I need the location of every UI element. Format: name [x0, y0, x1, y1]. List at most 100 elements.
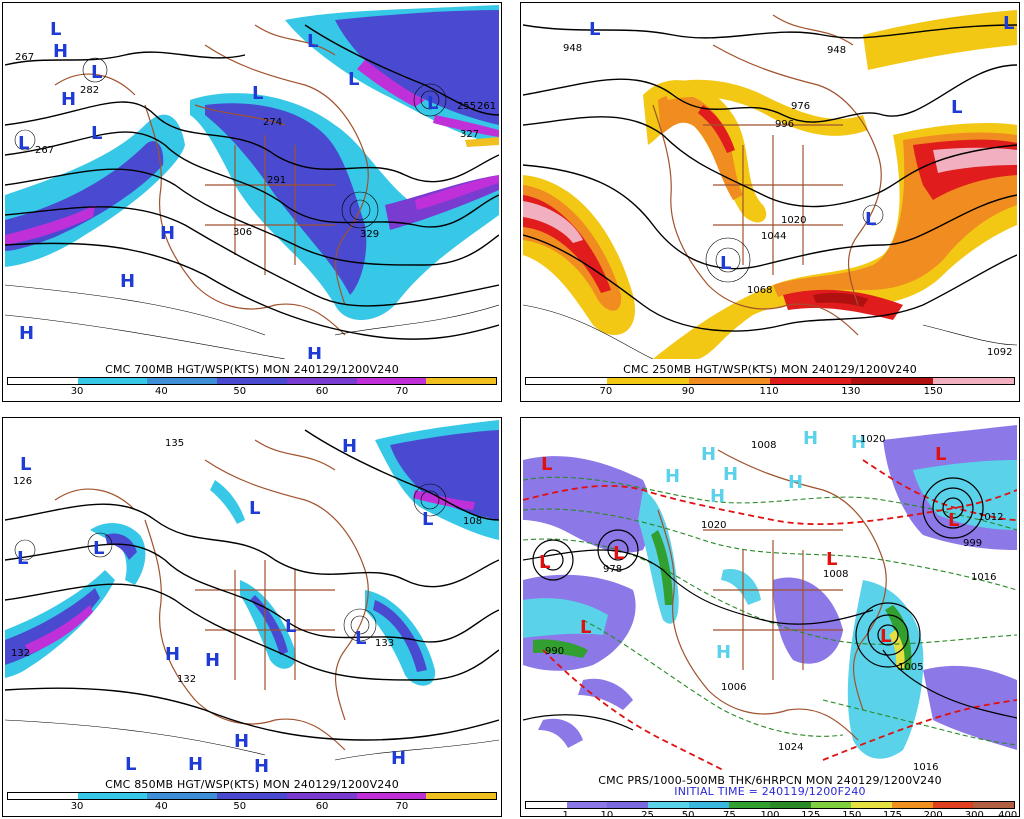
scale-tick: 300 — [964, 810, 984, 817]
map-caption: CMC 250MB HGT/WSP(KTS) MON 240129/1200V2… — [623, 363, 917, 376]
contour-value: 291 — [267, 175, 286, 186]
high-marker: H — [160, 223, 175, 244]
scale-tick: 40 — [154, 801, 168, 812]
low-marker: L — [50, 19, 61, 40]
low-marker: L — [355, 628, 366, 649]
scale-tick: 50 — [233, 386, 247, 397]
contour-value: 135 — [165, 438, 184, 449]
low-marker: L — [865, 209, 876, 230]
map-caption: CMC PRS/1000-500MB THK/6HRPCN MON 240129… — [598, 774, 942, 787]
contour-value: 327 — [460, 129, 479, 140]
map-caption: CMC 850MB HGT/WSP(KTS) MON 240129/1200V2… — [105, 778, 399, 791]
high-marker: H — [120, 271, 135, 292]
low-marker: L — [348, 69, 359, 90]
map-850mb: L H L L L L L L H H H L H H H 135 126 10… — [5, 420, 499, 774]
high-marker: H — [205, 650, 220, 671]
scale-tick: 25 — [641, 810, 654, 817]
low-marker: L — [880, 626, 891, 647]
scale-tick: 50 — [681, 810, 695, 817]
contour-value: 274 — [263, 117, 282, 128]
scale-tick: 10 — [600, 810, 614, 817]
low-marker: L — [613, 543, 624, 564]
scale-tick: 40 — [154, 386, 168, 397]
high-marker: H — [710, 486, 725, 507]
low-marker: L — [589, 19, 600, 40]
contour-value: 126 — [13, 476, 32, 487]
scale-tick: 50 — [233, 801, 247, 812]
contour-value: 1020 — [860, 434, 885, 445]
contour-value: 976 — [791, 101, 810, 112]
contour-value: 267 — [35, 145, 54, 156]
low-marker: L — [580, 617, 591, 638]
scale-tick: 75 — [722, 810, 736, 817]
low-marker: L — [125, 754, 136, 774]
panel-850mb: L H L L L L L L H H H L H H H 135 126 10… — [2, 417, 502, 817]
contour-value: 132 — [177, 674, 196, 685]
low-marker: L — [935, 444, 946, 465]
color-scale: 30 40 50 60 70 — [7, 792, 497, 812]
contour-value: 1092 — [987, 347, 1012, 358]
panel-prs-thk-pcn: L L L L L L L L H H H H H H H H 1008 102… — [520, 417, 1020, 817]
map-canvas-prs: L L L L L L L L H H H H H H H H 1008 102… — [523, 425, 1017, 770]
contour-value: 306 — [233, 227, 252, 238]
map-canvas-250mb: L L L L L 948 948 976 996 1020 1044 1068… — [523, 10, 1017, 359]
high-marker: H — [701, 444, 716, 465]
low-marker: L — [948, 510, 959, 531]
high-marker: H — [165, 644, 180, 665]
contour-value: 1020 — [781, 215, 806, 226]
scale-tick: 90 — [681, 386, 695, 397]
contour-value: 1044 — [761, 231, 786, 242]
map-700mb: L H L H L L L L L L H H H H 267 282 267 … — [5, 5, 499, 359]
contour-value: 948 — [563, 43, 582, 54]
map-canvas-850mb: L H L L L L L L H H H L H H H 135 126 10… — [5, 420, 499, 774]
contour-value: 255 — [457, 101, 476, 112]
high-marker: H — [788, 472, 803, 493]
color-scale: 30 40 50 60 70 — [7, 377, 497, 397]
contour-value: 1068 — [747, 285, 772, 296]
high-marker: H — [53, 41, 68, 62]
high-marker: H — [391, 748, 406, 769]
low-marker: L — [17, 548, 28, 569]
high-marker: H — [61, 89, 76, 110]
high-marker: H — [723, 464, 738, 485]
contour-value: 1016 — [913, 762, 938, 770]
contour-value: 133 — [375, 638, 394, 649]
low-marker: L — [539, 552, 550, 573]
low-marker: L — [427, 93, 438, 114]
contour-value: 329 — [360, 229, 379, 240]
scale-tick: 110 — [759, 386, 779, 397]
high-marker: H — [716, 642, 731, 663]
scale-tick: 70 — [599, 386, 613, 397]
low-marker: L — [93, 538, 104, 559]
contour-value: 1008 — [751, 440, 776, 451]
low-marker: L — [307, 31, 318, 52]
low-marker: L — [720, 253, 731, 274]
low-marker: L — [252, 83, 263, 104]
map-caption: CMC 700MB HGT/WSP(KTS) MON 240129/1200V2… — [105, 363, 399, 376]
map-prs: L L L L L L L L H H H H H H H H 1008 102… — [523, 420, 1017, 770]
map-canvas-700mb: L H L H L L L L L L H H H H 267 282 267 … — [5, 5, 499, 359]
low-marker: L — [1003, 13, 1014, 34]
low-marker: L — [249, 498, 260, 519]
high-marker: H — [803, 428, 818, 449]
initial-time: INITIAL TIME = 240119/1200F240 — [674, 785, 866, 798]
scale-tick: 150 — [842, 810, 862, 817]
contour-value: 990 — [545, 646, 564, 657]
scale-tick: 150 — [923, 386, 943, 397]
contour-value: 948 — [827, 45, 846, 56]
color-scale: 1 10 25 50 75 100 125 150 175 200 300 40… — [525, 801, 1017, 817]
scale-tick: 1 — [562, 810, 569, 817]
high-marker: H — [19, 323, 34, 344]
high-marker: H — [851, 432, 866, 453]
low-marker: L — [91, 62, 102, 83]
contour-value: 282 — [80, 85, 99, 96]
contour-value: 1024 — [778, 742, 803, 753]
scale-tick: 70 — [395, 386, 409, 397]
scale-tick: 70 — [395, 801, 409, 812]
scale-tick: 130 — [841, 386, 861, 397]
high-marker: H — [665, 466, 680, 487]
high-marker: H — [234, 731, 249, 752]
high-marker: H — [254, 756, 269, 774]
contour-value: 108 — [463, 516, 482, 527]
low-marker: L — [91, 123, 102, 144]
